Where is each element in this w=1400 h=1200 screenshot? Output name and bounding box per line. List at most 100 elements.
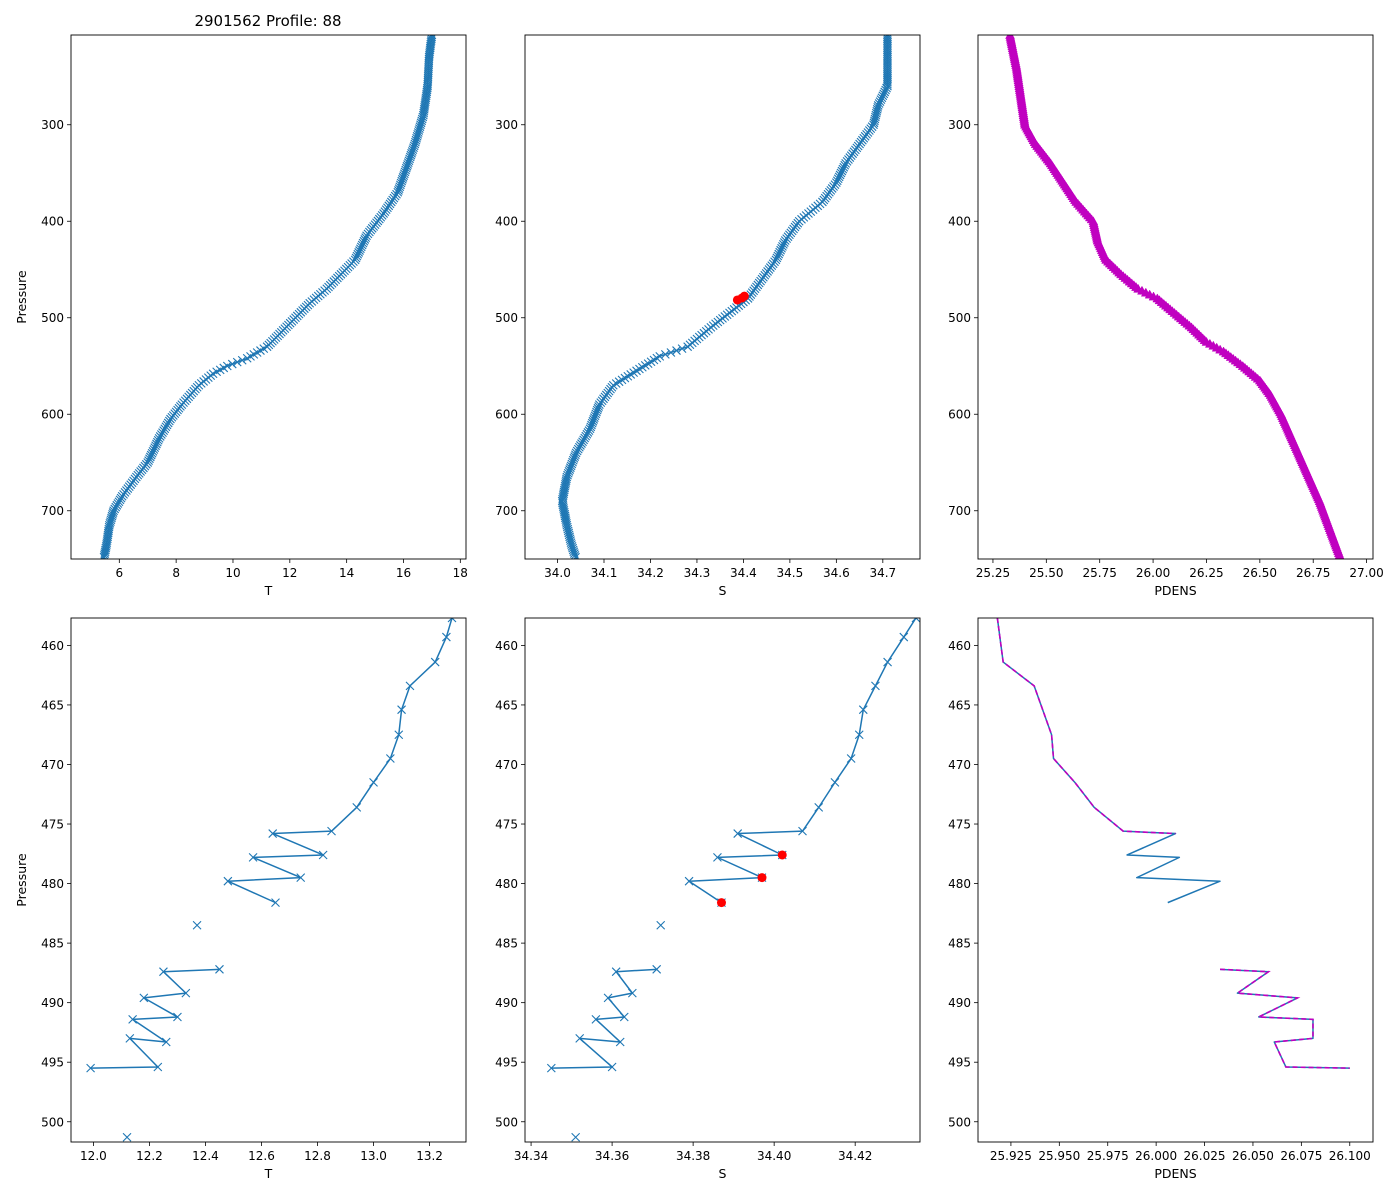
data-point: [560, 509, 570, 519]
data-point: [248, 852, 258, 862]
data-point: [100, 550, 109, 559]
data-point: [128, 1014, 138, 1024]
data-point: [883, 657, 892, 667]
data-point: [160, 424, 170, 434]
x-tick-label: 34.7: [869, 566, 896, 580]
data-point: [607, 1062, 617, 1072]
data-point: [163, 418, 173, 428]
data-point: [546, 1063, 556, 1073]
y-tick-label: 485: [948, 937, 971, 951]
x-tick-label: 26.050: [1232, 1149, 1274, 1163]
data-point: [772, 253, 782, 263]
x-tick-label: 25.925: [990, 1149, 1032, 1163]
x-tick-label: 34.2: [637, 566, 664, 580]
y-tick-label: 460: [948, 639, 971, 653]
x-tick-label: 25.950: [1038, 1149, 1080, 1163]
plot-area: [86, 618, 457, 1142]
series-line: [102, 35, 433, 559]
x-tick-label: 26.000: [1135, 1149, 1177, 1163]
data-point: [159, 967, 168, 977]
plot-area: [996, 618, 1350, 1069]
x-tick-label: 34.34: [514, 1149, 548, 1163]
data-point: [570, 550, 580, 559]
data-point: [227, 359, 237, 369]
x-tick-label: 34.3: [684, 566, 711, 580]
y-tick-label: 480: [948, 877, 971, 891]
flagged-point: [777, 850, 787, 860]
data-point: [575, 1034, 585, 1043]
x-tick-label: 12.0: [80, 1149, 107, 1163]
data-point: [798, 826, 807, 836]
x-tick-label: 26.25: [1189, 566, 1223, 580]
y-tick-label: 480: [495, 877, 518, 891]
data-point: [351, 253, 361, 263]
data-point: [619, 1012, 629, 1022]
data-point: [571, 552, 580, 559]
data-point: [101, 541, 111, 551]
figure-title: 2901562 Profile: 88: [194, 12, 341, 30]
data-point: [405, 681, 415, 691]
axes-frame: [70, 34, 467, 560]
x-tick-label: 25.75: [1083, 566, 1117, 580]
data-point: [101, 545, 110, 555]
y-tick-label: 700: [41, 504, 64, 518]
data-point: [561, 517, 571, 526]
y-tick-label: 490: [948, 996, 971, 1010]
data-point: [86, 1063, 95, 1073]
x-tick-label: 13.0: [360, 1149, 387, 1163]
series-line: [688, 618, 917, 904]
data-point: [139, 993, 149, 1003]
data-point: [911, 618, 920, 623]
data-point: [854, 730, 864, 740]
data-point: [100, 549, 110, 558]
data-point: [215, 964, 224, 974]
data-point: [830, 777, 840, 787]
data-point: [561, 515, 571, 525]
plot-area: [99, 35, 437, 559]
y-tick-label: 475: [41, 818, 64, 832]
y-tick-label: 400: [948, 215, 971, 229]
data-point: [100, 547, 110, 557]
y-tick-label: 400: [41, 215, 64, 229]
data-point: [683, 342, 693, 352]
data-point: [125, 1034, 135, 1043]
data-point: [562, 472, 572, 482]
x-axis-label: PDENS: [1154, 1166, 1196, 1181]
data-point: [99, 552, 109, 559]
x-tick-label: 10: [225, 566, 240, 580]
y-tick-label: 470: [41, 758, 64, 772]
x-tick-label: 25.25: [976, 566, 1010, 580]
data-point: [733, 829, 743, 838]
x-tick-label: 25.50: [1029, 566, 1063, 580]
data-point: [559, 504, 568, 513]
y-tick-label: 400: [495, 215, 518, 229]
x-tick-label: 12.8: [304, 1149, 331, 1163]
data-point: [447, 618, 457, 623]
series-line: [1009, 35, 1342, 559]
x-tick-label: 34.42: [838, 1149, 872, 1163]
plot-area: [546, 618, 920, 1142]
x-tick-label: 6: [115, 566, 123, 580]
x-tick-label: 12.4: [192, 1149, 219, 1163]
y-tick-label: 300: [41, 118, 64, 132]
y-tick-label: 470: [948, 758, 971, 772]
data-point: [232, 357, 242, 367]
y-tick-label: 460: [495, 639, 518, 653]
x-tick-label: 26.100: [1329, 1149, 1371, 1163]
y-tick-label: 485: [41, 937, 64, 951]
x-tick-label: 12: [282, 566, 297, 580]
y-tick-label: 465: [495, 698, 518, 712]
flagged-point: [716, 898, 726, 908]
data-point: [846, 754, 856, 763]
temperature-zoom-plot: 12.0 12.2 12.4 12.6 12.8 13.0 13.2 460 465 470 475…: [14, 617, 467, 1181]
data-point: [562, 474, 571, 484]
data-point: [442, 632, 451, 642]
x-tick-label: 26.00: [1136, 566, 1170, 580]
data-point: [296, 873, 306, 883]
y-tick-label: 500: [495, 1115, 518, 1129]
data-point: [173, 1012, 182, 1022]
axes-frame: [524, 617, 921, 1143]
data-point: [102, 540, 111, 549]
data-point: [611, 967, 621, 977]
x-tick-label: 16: [396, 566, 411, 580]
